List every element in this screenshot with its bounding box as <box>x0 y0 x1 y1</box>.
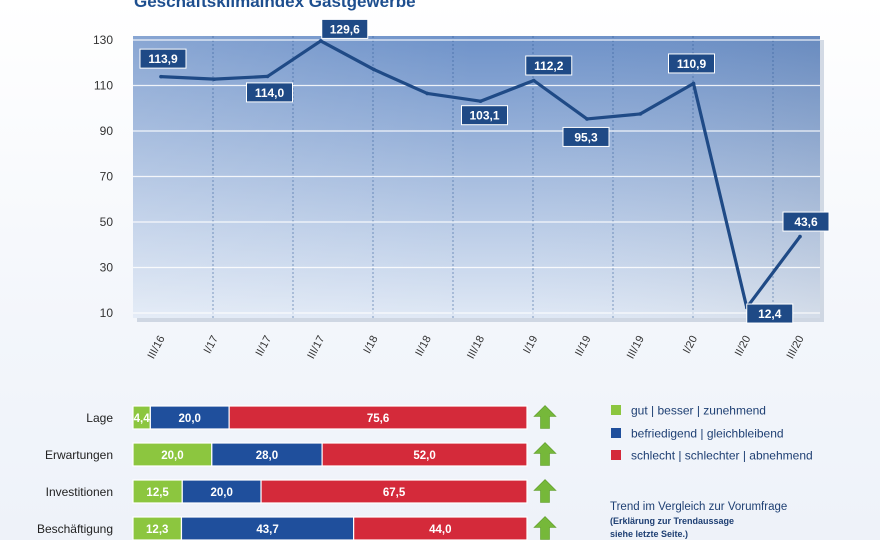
bar-value-label: 20,0 <box>179 413 201 425</box>
bar-value-label: 44,0 <box>429 524 451 536</box>
x-tick-label: III/19 <box>625 334 647 361</box>
data-label-text: 95,3 <box>574 130 598 144</box>
legend-label: befriedigend | gleichbleibend <box>631 427 784 441</box>
data-label: 114,0 <box>246 82 293 103</box>
bar-value-label: 4,4 <box>134 413 151 425</box>
trend-note-title: Trend im Vergleich zur Vorumfrage <box>610 501 787 513</box>
bar-category-label: Erwartungen <box>45 448 113 462</box>
data-label-box <box>562 126 610 147</box>
data-point <box>798 234 802 239</box>
bar-value-label: 20,0 <box>161 450 183 462</box>
data-label-text: 129,6 <box>330 22 360 36</box>
legend: gut | besser | zunehmend befriedigend | g… <box>610 404 813 540</box>
y-tick-label: 70 <box>100 170 114 184</box>
x-tick-label: III/18 <box>465 334 487 361</box>
x-tick-label: II/18 <box>413 334 434 359</box>
data-point <box>585 117 589 121</box>
data-point <box>478 99 483 103</box>
data-label-text: 113,9 <box>148 52 178 66</box>
trend-up-arrow-icon <box>533 442 557 466</box>
data-label-box <box>668 53 715 74</box>
x-tick-label: III/20 <box>785 334 807 361</box>
bar-segment <box>353 516 528 540</box>
trend-note-line1: (Erklärung zur Trendaussage <box>610 516 734 526</box>
x-tick-label: III/17 <box>305 334 327 361</box>
data-label: 110,9 <box>668 53 715 74</box>
trend-note-line2: siehe letzte Seite.) <box>610 529 688 539</box>
legend-swatch <box>611 428 621 438</box>
legend-label: gut | besser | zunehmend <box>631 404 766 418</box>
data-point <box>212 77 217 81</box>
bar-value-label: 12,3 <box>146 524 168 536</box>
bar-category-label: Investitionen <box>46 485 113 499</box>
data-label: 129,6 <box>321 18 369 39</box>
y-tick-label: 50 <box>100 215 114 229</box>
data-label-box <box>321 18 369 39</box>
x-tick-label: III/16 <box>146 334 168 361</box>
y-tick-label: 110 <box>94 79 113 93</box>
data-label-box <box>525 55 573 76</box>
bar-segment <box>260 479 528 504</box>
bar-value-label: 20,0 <box>210 487 232 499</box>
x-tick-label: II/19 <box>573 334 594 359</box>
legend-label: schlecht | schlechter | abnehmend <box>631 449 813 463</box>
data-label-text: 12,4 <box>758 307 782 321</box>
y-tick-label: 30 <box>100 261 114 275</box>
x-tick-label: I/19 <box>521 334 540 356</box>
bar-value-label: 52,0 <box>413 450 435 462</box>
data-point <box>691 81 696 86</box>
bar-value-label: 43,7 <box>256 524 278 536</box>
data-point <box>638 112 643 116</box>
data-label-box <box>461 105 508 126</box>
data-point <box>265 74 270 79</box>
data-label-text: 112,2 <box>534 59 564 73</box>
data-label-text: 114,0 <box>255 86 285 100</box>
x-tick-label: I/18 <box>361 334 380 356</box>
data-point <box>531 78 536 83</box>
bar-category-label: Lage <box>86 411 113 425</box>
data-point <box>318 39 323 43</box>
bar-value-label: 75,6 <box>367 413 389 425</box>
y-tick-label: 90 <box>100 124 114 138</box>
bar-value-label: 28,0 <box>256 450 278 462</box>
data-point <box>372 67 376 72</box>
x-tick-label: I/20 <box>681 334 700 356</box>
bar-segment <box>321 442 528 467</box>
y-tick-label: 130 <box>93 33 113 47</box>
data-label: 113,9 <box>139 48 187 69</box>
x-tick-label: II/20 <box>733 334 754 359</box>
data-label: 103,1 <box>461 105 508 126</box>
data-label: 12,4 <box>746 303 794 324</box>
line-chart: 10 30 50 70 90 110 130 III/16 I/17 II/17 III/17 I/1… <box>93 18 830 361</box>
data-label-box <box>746 303 794 324</box>
x-tick-label: II/17 <box>254 334 275 359</box>
legend-swatch <box>611 450 621 460</box>
data-label: 95,3 <box>562 126 610 147</box>
legend-swatch <box>611 405 621 415</box>
trend-up-arrow-icon <box>533 516 557 540</box>
bar-value-label: 67,5 <box>383 487 406 499</box>
y-tick-label: 10 <box>100 306 114 320</box>
data-label-box <box>139 48 187 69</box>
data-point <box>159 74 163 79</box>
bar-value-label: 12,5 <box>146 487 169 499</box>
data-label-text: 110,9 <box>677 57 707 71</box>
data-label: 43,6 <box>782 211 830 232</box>
trend-up-arrow-icon <box>533 405 557 429</box>
data-point <box>425 91 430 96</box>
bar-category-label: Beschäftigung <box>37 522 113 536</box>
chart-title: Geschäftsklimaindex Gastgewerbe <box>134 0 416 11</box>
data-label-text: 43,6 <box>794 215 818 229</box>
trend-up-arrow-icon <box>533 479 557 503</box>
data-label-box <box>782 211 830 232</box>
data-label-box <box>246 82 293 103</box>
stacked-bar-chart: Lage 4,4 20,0 75,6 Erwartungen 20,0 28,0 52,0 In… <box>37 405 557 540</box>
data-label: 112,2 <box>525 55 573 76</box>
bar-segment <box>228 405 528 430</box>
x-tick-label: I/17 <box>202 334 221 356</box>
data-label-text: 103,1 <box>469 109 499 123</box>
